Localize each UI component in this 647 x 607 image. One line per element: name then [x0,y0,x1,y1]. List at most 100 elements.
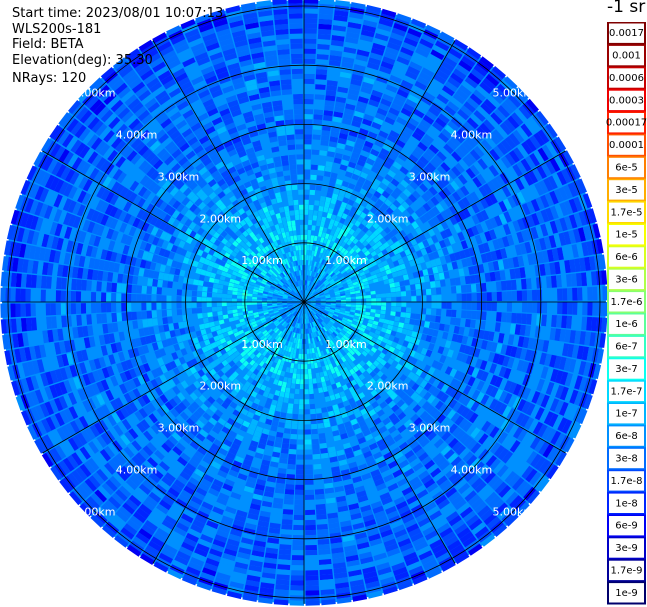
ppi-gate-cell [422,559,438,570]
ppi-gate-cell [311,310,316,316]
ppi-gate-cell [356,101,368,109]
ppi-gate-cell [507,209,517,221]
ppi-gate-cell [465,137,477,149]
ppi-gate-cell [335,381,342,388]
ppi-gate-cell [328,263,334,270]
ppi-gate-cell [467,72,482,85]
ppi-gate-cell [344,192,352,199]
ppi-gate-cell [309,184,316,191]
ppi-gate-cell [361,446,371,454]
ppi-gate-cell [436,380,445,390]
ppi-gate-cell [335,490,346,498]
ppi-gate-cell [460,506,473,519]
ppi-gate-cell [314,195,321,201]
ppi-gate-cell [384,283,391,289]
ppi-gate-cell [321,285,326,289]
ppi-gate-cell [364,259,371,266]
ppi-gate-cell [366,528,380,537]
ppi-gate-cell [466,424,477,436]
ppi-gate-cell [441,247,449,256]
ppi-gate-cell [316,312,321,317]
ppi-gate-cell [349,349,356,356]
ppi-gate-cell [435,280,441,288]
ppi-gate-cell [540,394,550,408]
ppi-gate-cell [420,137,431,148]
ppi-gate-cell [492,161,504,174]
ppi-gate-cell [498,366,507,378]
ppi-gate-cell [389,282,396,288]
ppi-gate-cell [343,315,349,319]
ppi-gate-cell [430,421,440,431]
ppi-gate-cell [474,481,487,494]
ppi-gate-cell [468,266,475,275]
ppi-gate-cell [494,376,503,388]
ppi-gate-cell [400,307,407,313]
ppi-gate-cell [451,302,457,310]
ppi-gate-cell [330,281,336,286]
ppi-gate-cell [341,180,350,188]
ppi-gate-cell [320,315,325,320]
ppi-gate-cell [296,459,304,465]
ppi-gate-cell [344,289,350,293]
ppi-gate-cell [304,280,307,286]
ppi-gate-cell [369,225,376,233]
ppi-gate-cell [446,332,454,341]
ppi-gate-cell [305,560,318,566]
ppi-gate-cell [409,259,416,267]
ppi-gate-cell [319,356,324,362]
ppi-gate-cell [374,210,383,218]
ppi-gate-cell [305,303,310,307]
ppi-gate-cell [370,195,379,203]
ppi-gate-cell [489,426,500,439]
ppi-gate-cell [418,100,430,110]
ppi-gate-cell [406,232,415,241]
ppi-gate-cell [324,266,329,272]
ppi-gate-cell [425,24,441,36]
ppi-gate-cell [345,226,352,233]
ppi-gate-cell [318,155,327,161]
ppi-gate-cell [426,482,439,493]
ppi-gate-cell [343,285,349,289]
ppi-gate-cell [333,409,341,416]
ppi-gate-cell [568,198,578,213]
ppi-gate-cell [471,310,477,320]
ppi-gate-cell [486,439,497,451]
ppi-gate-cell [549,205,559,220]
ppi-gate-cell [395,253,402,260]
ppi-gate-cell [391,341,398,348]
ppi-gate-cell [507,196,517,209]
ppi-gate-cell [445,52,460,64]
ppi-gate-cell [313,315,317,321]
ppi-gate-cell [355,432,365,440]
ppi-gate-cell [542,443,554,458]
ppi-gate-cell [537,423,548,438]
ppi-gate-cell [362,265,369,272]
ppi-gate-cell [370,270,376,276]
ppi-gate-cell [410,284,416,291]
ppi-gate-cell [407,371,416,380]
ppi-gate-cell [497,403,508,416]
ppi-gate-cell [430,196,440,206]
ppi-gate-cell [376,356,383,363]
ppi-gate-cell [484,167,495,180]
ppi-gate-cell [413,199,423,209]
ppi-gate-cell [319,150,328,156]
ppi-gate-cell [376,298,382,302]
ppi-gate-cell [454,415,465,426]
ppi-gate-cell [481,488,494,501]
ppi-gate-cell [348,262,355,269]
ppi-gate-cell [373,317,380,322]
ppi-gate-cell [342,282,348,287]
ppi-gate-cell [304,154,311,160]
ppi-gate-cell [324,281,330,287]
ppi-gate-cell [426,445,437,456]
ppi-gate-cell [564,215,573,230]
ppi-gate-cell [531,313,537,326]
ppi-gate-cell [516,191,526,204]
ppi-gate-cell [430,281,436,288]
ppi-gate-cell [419,169,430,180]
ppi-gate-cell [429,538,444,550]
ppi-gate-cell [387,425,397,434]
ppi-gate-cell [343,325,350,331]
ppi-gate-cell [306,285,309,291]
